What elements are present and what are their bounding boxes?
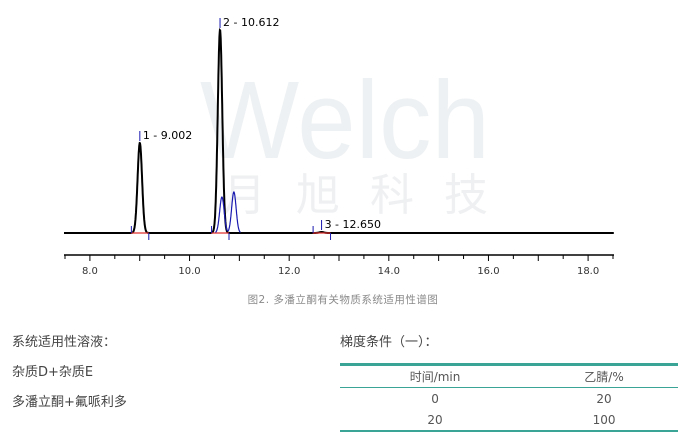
series-line-0 — [64, 27, 614, 234]
gradient-table: 时间/min 乙腈/% 0 20 20 100 — [340, 363, 678, 432]
peak-label: 1 - 9.002 — [143, 129, 192, 142]
solution-info: 系统适用性溶液： 杂质D+杂质E 多潘立酮+氟哌利多 — [12, 334, 127, 424]
cell-acetonitrile: 20 — [596, 391, 612, 406]
x-tick-label: 8.0 — [82, 266, 98, 277]
solution-title: 系统适用性溶液： — [12, 335, 117, 350]
cell-time: 20 — [427, 412, 443, 427]
series-line-1 — [215, 191, 241, 233]
table-row: 20 100 — [340, 409, 678, 431]
x-tick-label: 18.0 — [577, 266, 599, 277]
header-time: 时间/min — [409, 370, 461, 384]
solution-line-2: 多潘立酮+氟哌利多 — [12, 395, 127, 410]
header-acetonitrile: 乙腈/% — [584, 370, 624, 384]
cell-acetonitrile: 100 — [592, 412, 616, 427]
cell-time: 0 — [431, 391, 439, 406]
x-tick-label: 14.0 — [378, 266, 400, 277]
figure-caption: 图2. 多潘立酮有关物质系统适用性谱图 — [247, 294, 439, 306]
x-tick-label: 12.0 — [278, 266, 300, 277]
x-tick-label: 10.0 — [178, 266, 200, 277]
watermark-logo: Welch — [200, 59, 490, 182]
x-tick-label: 16.0 — [477, 266, 499, 277]
peak-label: 2 - 10.612 — [223, 16, 279, 29]
peak-label: 3 - 12.650 — [325, 218, 381, 231]
table-row: 0 20 — [340, 388, 678, 410]
solution-line-1: 杂质D+杂质E — [12, 365, 94, 380]
watermark-text: 月旭科技 — [222, 170, 518, 221]
gradient-title: 梯度条件（一）： — [340, 335, 438, 350]
table-header-row: 时间/min 乙腈/% — [340, 364, 678, 388]
